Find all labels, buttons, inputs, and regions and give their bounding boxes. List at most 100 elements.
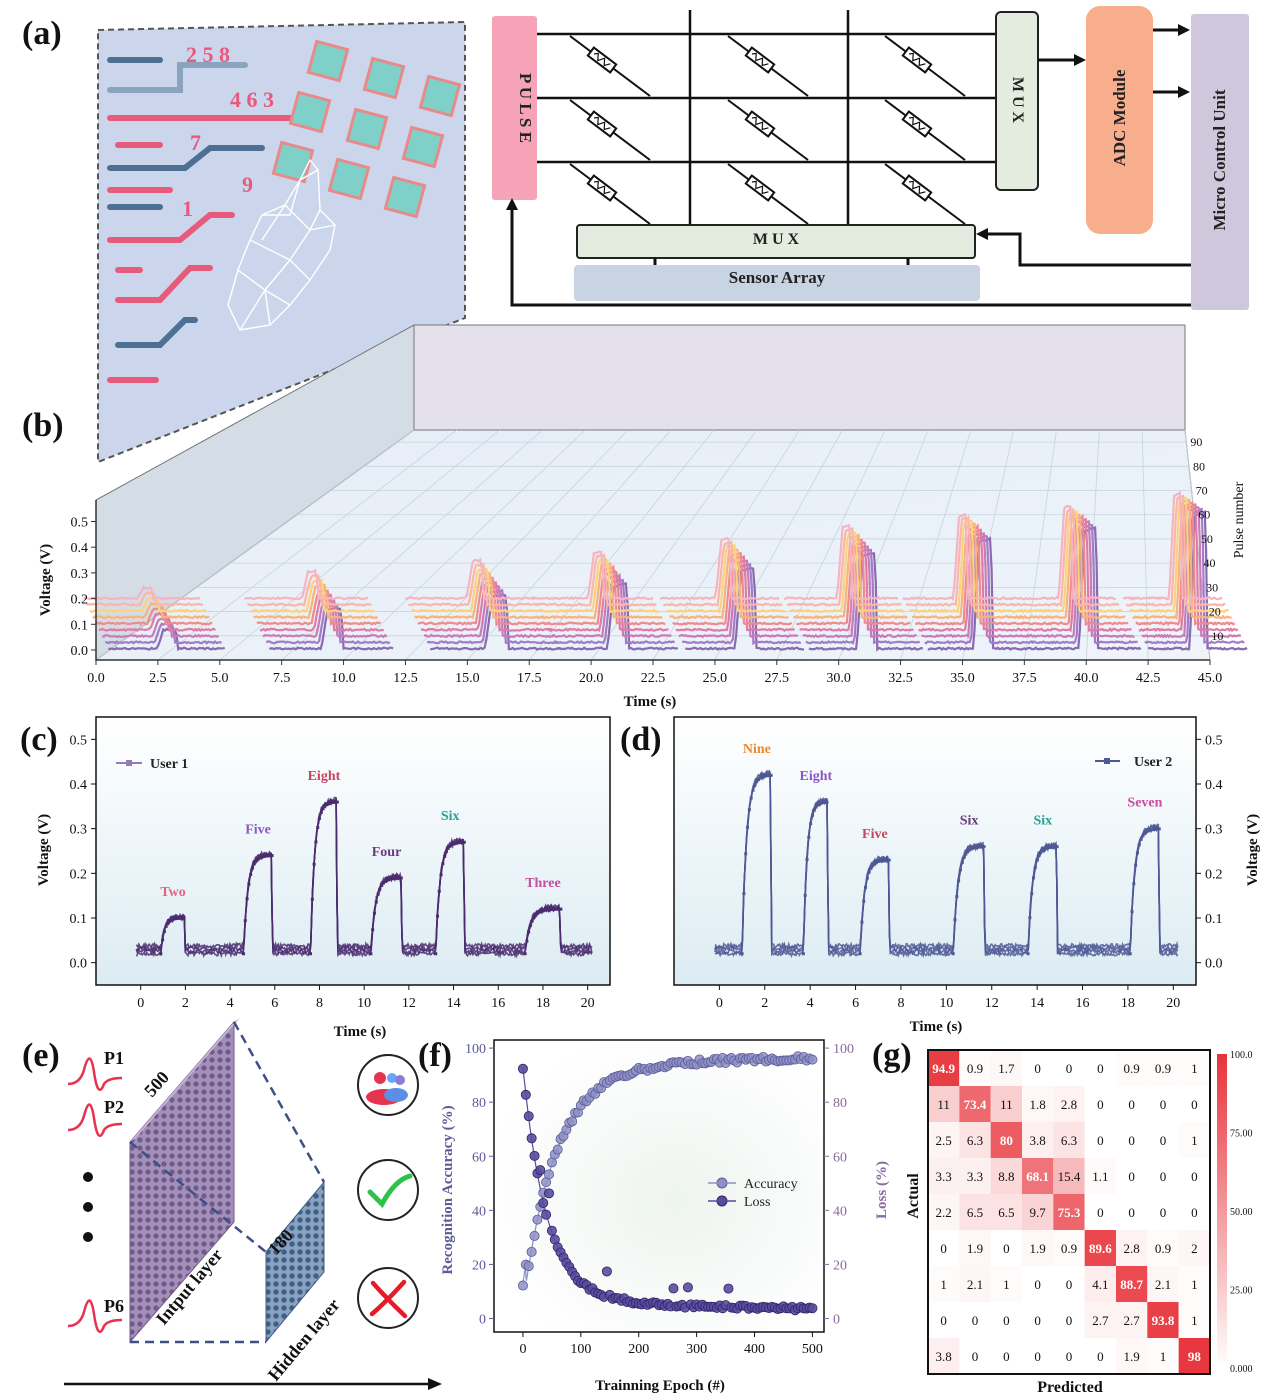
matrix-value: 0 <box>1066 1277 1073 1292</box>
input-size-label: 500 <box>140 1067 173 1100</box>
data-point <box>1044 846 1048 850</box>
pulse-trace <box>1021 513 1129 627</box>
matrix-value: 1 <box>1191 1061 1198 1076</box>
matrix-cell <box>959 1338 991 1374</box>
resistor-icon <box>744 46 776 74</box>
matrix-cell <box>1022 1086 1054 1122</box>
matrix-value: 0 <box>1097 1097 1104 1112</box>
data-point <box>527 930 531 934</box>
matrix-value: 0 <box>1034 1349 1041 1364</box>
matrix-value: 2.7 <box>1124 1313 1141 1328</box>
plot-d-ticks: 0 2 4 6 8 10 12 14 16 18 20 0.0 0.1 0.2 0.3 0.4 0.5 <box>716 733 1223 1011</box>
y-tick-label: 0.0 <box>70 957 88 972</box>
pulse-trace <box>902 512 1012 602</box>
data-point <box>439 873 443 877</box>
matrix-cell <box>1053 1266 1085 1302</box>
loss-point <box>538 1197 549 1208</box>
data-point <box>380 884 384 888</box>
data-point <box>860 920 864 924</box>
matrix-value: 89.6 <box>1089 1241 1112 1256</box>
matrix-cell <box>1116 1086 1148 1122</box>
y-tick-label: 0.4 <box>70 778 88 793</box>
data-point <box>977 845 981 849</box>
data-point <box>374 900 378 904</box>
loss-point <box>535 1165 546 1176</box>
loss-point <box>682 1282 693 1293</box>
data-point <box>310 897 314 901</box>
y-tick-label: 0.1 <box>71 618 89 633</box>
x-tick-label: 42.5 <box>1136 671 1161 686</box>
loss-point <box>541 1209 552 1220</box>
data-point <box>371 928 375 932</box>
x-tick-label: 0 <box>716 996 723 1011</box>
data-point <box>1145 830 1149 834</box>
data-point <box>816 803 820 807</box>
loss-point <box>723 1283 734 1294</box>
pulse-trace <box>1144 507 1245 645</box>
colorbar-tick-label: 0.000 <box>1230 1364 1253 1375</box>
pulse-trace <box>905 514 1016 607</box>
plot-b-y-label: Voltage (V) <box>38 544 54 616</box>
data-point <box>978 845 982 849</box>
data-point <box>552 907 556 911</box>
data-point <box>177 916 181 920</box>
data-point <box>742 892 746 896</box>
pulse-label: Four <box>372 845 402 860</box>
matrix-cell <box>1084 1302 1116 1338</box>
pulse-label-p2: P2 <box>104 1097 124 1117</box>
plot-c-x-label: Time (s) <box>334 1024 387 1040</box>
data-point <box>1130 910 1134 914</box>
matrix-value: 2.1 <box>967 1277 983 1292</box>
plot-c-ticks: 0 2 4 6 8 10 12 14 16 18 20 0.0 0.1 0.2 0.3 0.4 0.5 <box>70 733 595 1011</box>
matrix-value: 0 <box>1128 1205 1135 1220</box>
confusion-matrix: 94.9 0.9 1.7 0 0 0 0.9 0.9 111 73.4 11 1.8 2.8 0 0 0 02.… <box>928 1050 1210 1374</box>
matrix-cell <box>1022 1230 1054 1266</box>
hidden-layer-block <box>265 1180 325 1344</box>
loss-point <box>523 1111 534 1122</box>
data-point <box>762 774 766 778</box>
resistor-icon <box>586 110 618 138</box>
x-tick-label: 17.5 <box>517 671 542 686</box>
data-point <box>962 855 966 859</box>
matrix-value: 68.1 <box>1026 1169 1049 1184</box>
plot-b-x-ticks: 0.0 2.5 5.0 7.5 10.0 12.5 15.0 17.5 20.0 22.5 25.0… <box>87 660 1222 686</box>
data-point <box>746 825 750 829</box>
loss-point <box>668 1283 679 1294</box>
matrix-cell <box>1053 1050 1085 1086</box>
matrix-value: 0 <box>1097 1205 1104 1220</box>
data-point <box>758 776 762 780</box>
panel-letter-c: (c) <box>20 721 58 758</box>
data-point <box>537 910 541 914</box>
pulse-label-p1: P1 <box>104 1048 124 1068</box>
data-point <box>256 857 260 861</box>
panel-e-arrow-head <box>428 1378 442 1390</box>
data-point <box>1146 829 1150 833</box>
signal-trace <box>135 796 593 951</box>
plot-f-x-label: Trainning Epoch (#) <box>595 1378 725 1394</box>
check-icon-mark <box>367 1173 413 1209</box>
matrix-cell <box>928 1122 960 1158</box>
plot-b-traces <box>83 490 1248 652</box>
data-point <box>951 952 955 956</box>
arrow-heads <box>506 24 1190 240</box>
data-point <box>744 852 748 856</box>
pulse-trace <box>1011 507 1120 607</box>
data-point <box>1048 845 1052 849</box>
accuracy-point <box>544 1169 555 1180</box>
data-point <box>864 885 868 889</box>
plot-g-y-label: Actual <box>905 1173 922 1219</box>
pulse-trace <box>250 578 375 614</box>
matrix-cell <box>959 1194 991 1230</box>
matrix-cell <box>1178 1086 1210 1122</box>
matrix-value: 1 <box>1191 1133 1198 1148</box>
users-icon-head <box>374 1072 386 1084</box>
matrix-value: 3.3 <box>967 1169 983 1184</box>
pulse-label: Three <box>525 876 561 891</box>
adc-module <box>1086 6 1153 234</box>
data-point <box>399 876 403 880</box>
keypad-label-7: 7 <box>190 130 201 155</box>
x-tick-label: 500 <box>802 1342 823 1357</box>
matrix-cell <box>1116 1302 1148 1338</box>
x-tick-label: 20.0 <box>579 671 604 686</box>
keypad-traces <box>107 57 293 383</box>
